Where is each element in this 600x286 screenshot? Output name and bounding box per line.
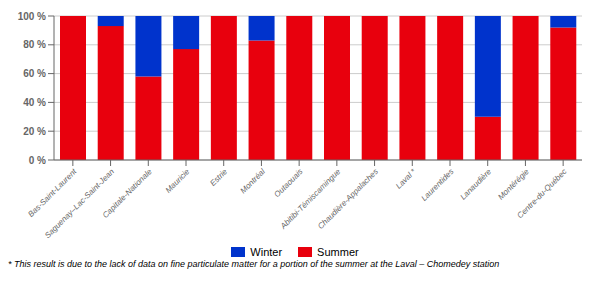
svg-text:60 %: 60 %	[23, 68, 46, 79]
svg-text:Abitibi-Témiscamingue: Abitibi-Témiscamingue	[278, 167, 343, 232]
svg-text:Centre-du-Québec: Centre-du-Québec	[515, 167, 568, 220]
html-text:* This result is due to the la: * This result is due to the lack of data…	[8, 259, 500, 269]
svg-text:Saguenay–Lac-Saint-Jean: Saguenay–Lac-Saint-Jean	[43, 167, 116, 240]
svg-text:Laurentides: Laurentides	[420, 167, 456, 203]
svg-text:0 %: 0 %	[29, 155, 46, 166]
svg-text:Capitale-Nationale: Capitale-Nationale	[101, 167, 154, 220]
svg-text:Montréal: Montréal	[238, 167, 267, 196]
svg-text:Estrie: Estrie	[208, 167, 229, 188]
svg-text:Mauricie: Mauricie	[164, 167, 192, 195]
svg-text:Montérégie: Montérégie	[496, 167, 531, 202]
svg-text:Outaouais: Outaouais	[272, 167, 304, 199]
svg-text:80 %: 80 %	[23, 39, 46, 50]
html-text:Winter: Winter	[250, 246, 283, 258]
svg-text:100 %: 100 %	[18, 11, 46, 22]
svg-text:20 %: 20 %	[23, 126, 46, 137]
svg-text:40 %: 40 %	[23, 97, 46, 108]
html-text:Summer: Summer	[317, 246, 359, 258]
svg-text:Lanaudière: Lanaudière	[458, 167, 493, 202]
svg-text:Chaudière-Appalaches: Chaudière-Appalaches	[316, 167, 380, 231]
svg-text:Bas-Saint-Laurent: Bas-Saint-Laurent	[26, 167, 79, 219]
svg-text:Laval *: Laval *	[394, 166, 418, 190]
